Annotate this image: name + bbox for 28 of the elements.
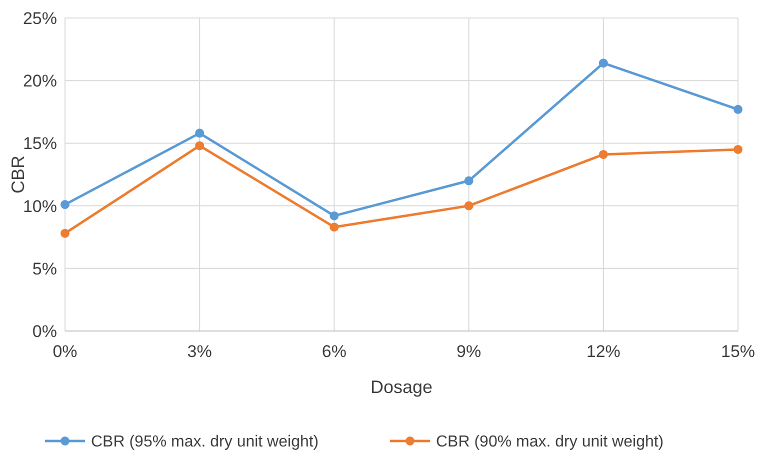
point xyxy=(734,144,742,154)
y-tick-label: 20% xyxy=(22,72,57,91)
point xyxy=(464,201,474,210)
point xyxy=(60,228,70,238)
point xyxy=(598,58,608,68)
point xyxy=(330,211,339,220)
y-tick-label: 10% xyxy=(22,196,57,216)
point xyxy=(195,141,204,150)
x-tick-label: 12% xyxy=(586,342,620,361)
y-tick-label: 15% xyxy=(22,134,57,154)
x-tick-label: 9% xyxy=(456,342,482,361)
point xyxy=(734,104,742,114)
x-tick-label: 3% xyxy=(187,342,212,361)
x-tick-label: 15% xyxy=(720,342,756,361)
legend-label: CBR (90% max. dry unit weight) xyxy=(436,434,664,451)
y-tick-label: 0% xyxy=(32,322,57,341)
x-axis-title: Dosage xyxy=(370,377,433,397)
y-tick-label: 5% xyxy=(32,259,57,278)
point xyxy=(60,200,70,210)
y-axis-title: CBR xyxy=(8,155,28,194)
point xyxy=(464,176,474,186)
legend-label: CBR (95% max. dry unit weight) xyxy=(91,434,319,451)
point xyxy=(195,128,204,138)
point xyxy=(598,150,608,159)
x-tick-label: 0% xyxy=(52,342,78,361)
point xyxy=(330,222,339,232)
x-tick-label: 6% xyxy=(322,342,346,361)
y-tick-label: 25% xyxy=(22,8,57,28)
